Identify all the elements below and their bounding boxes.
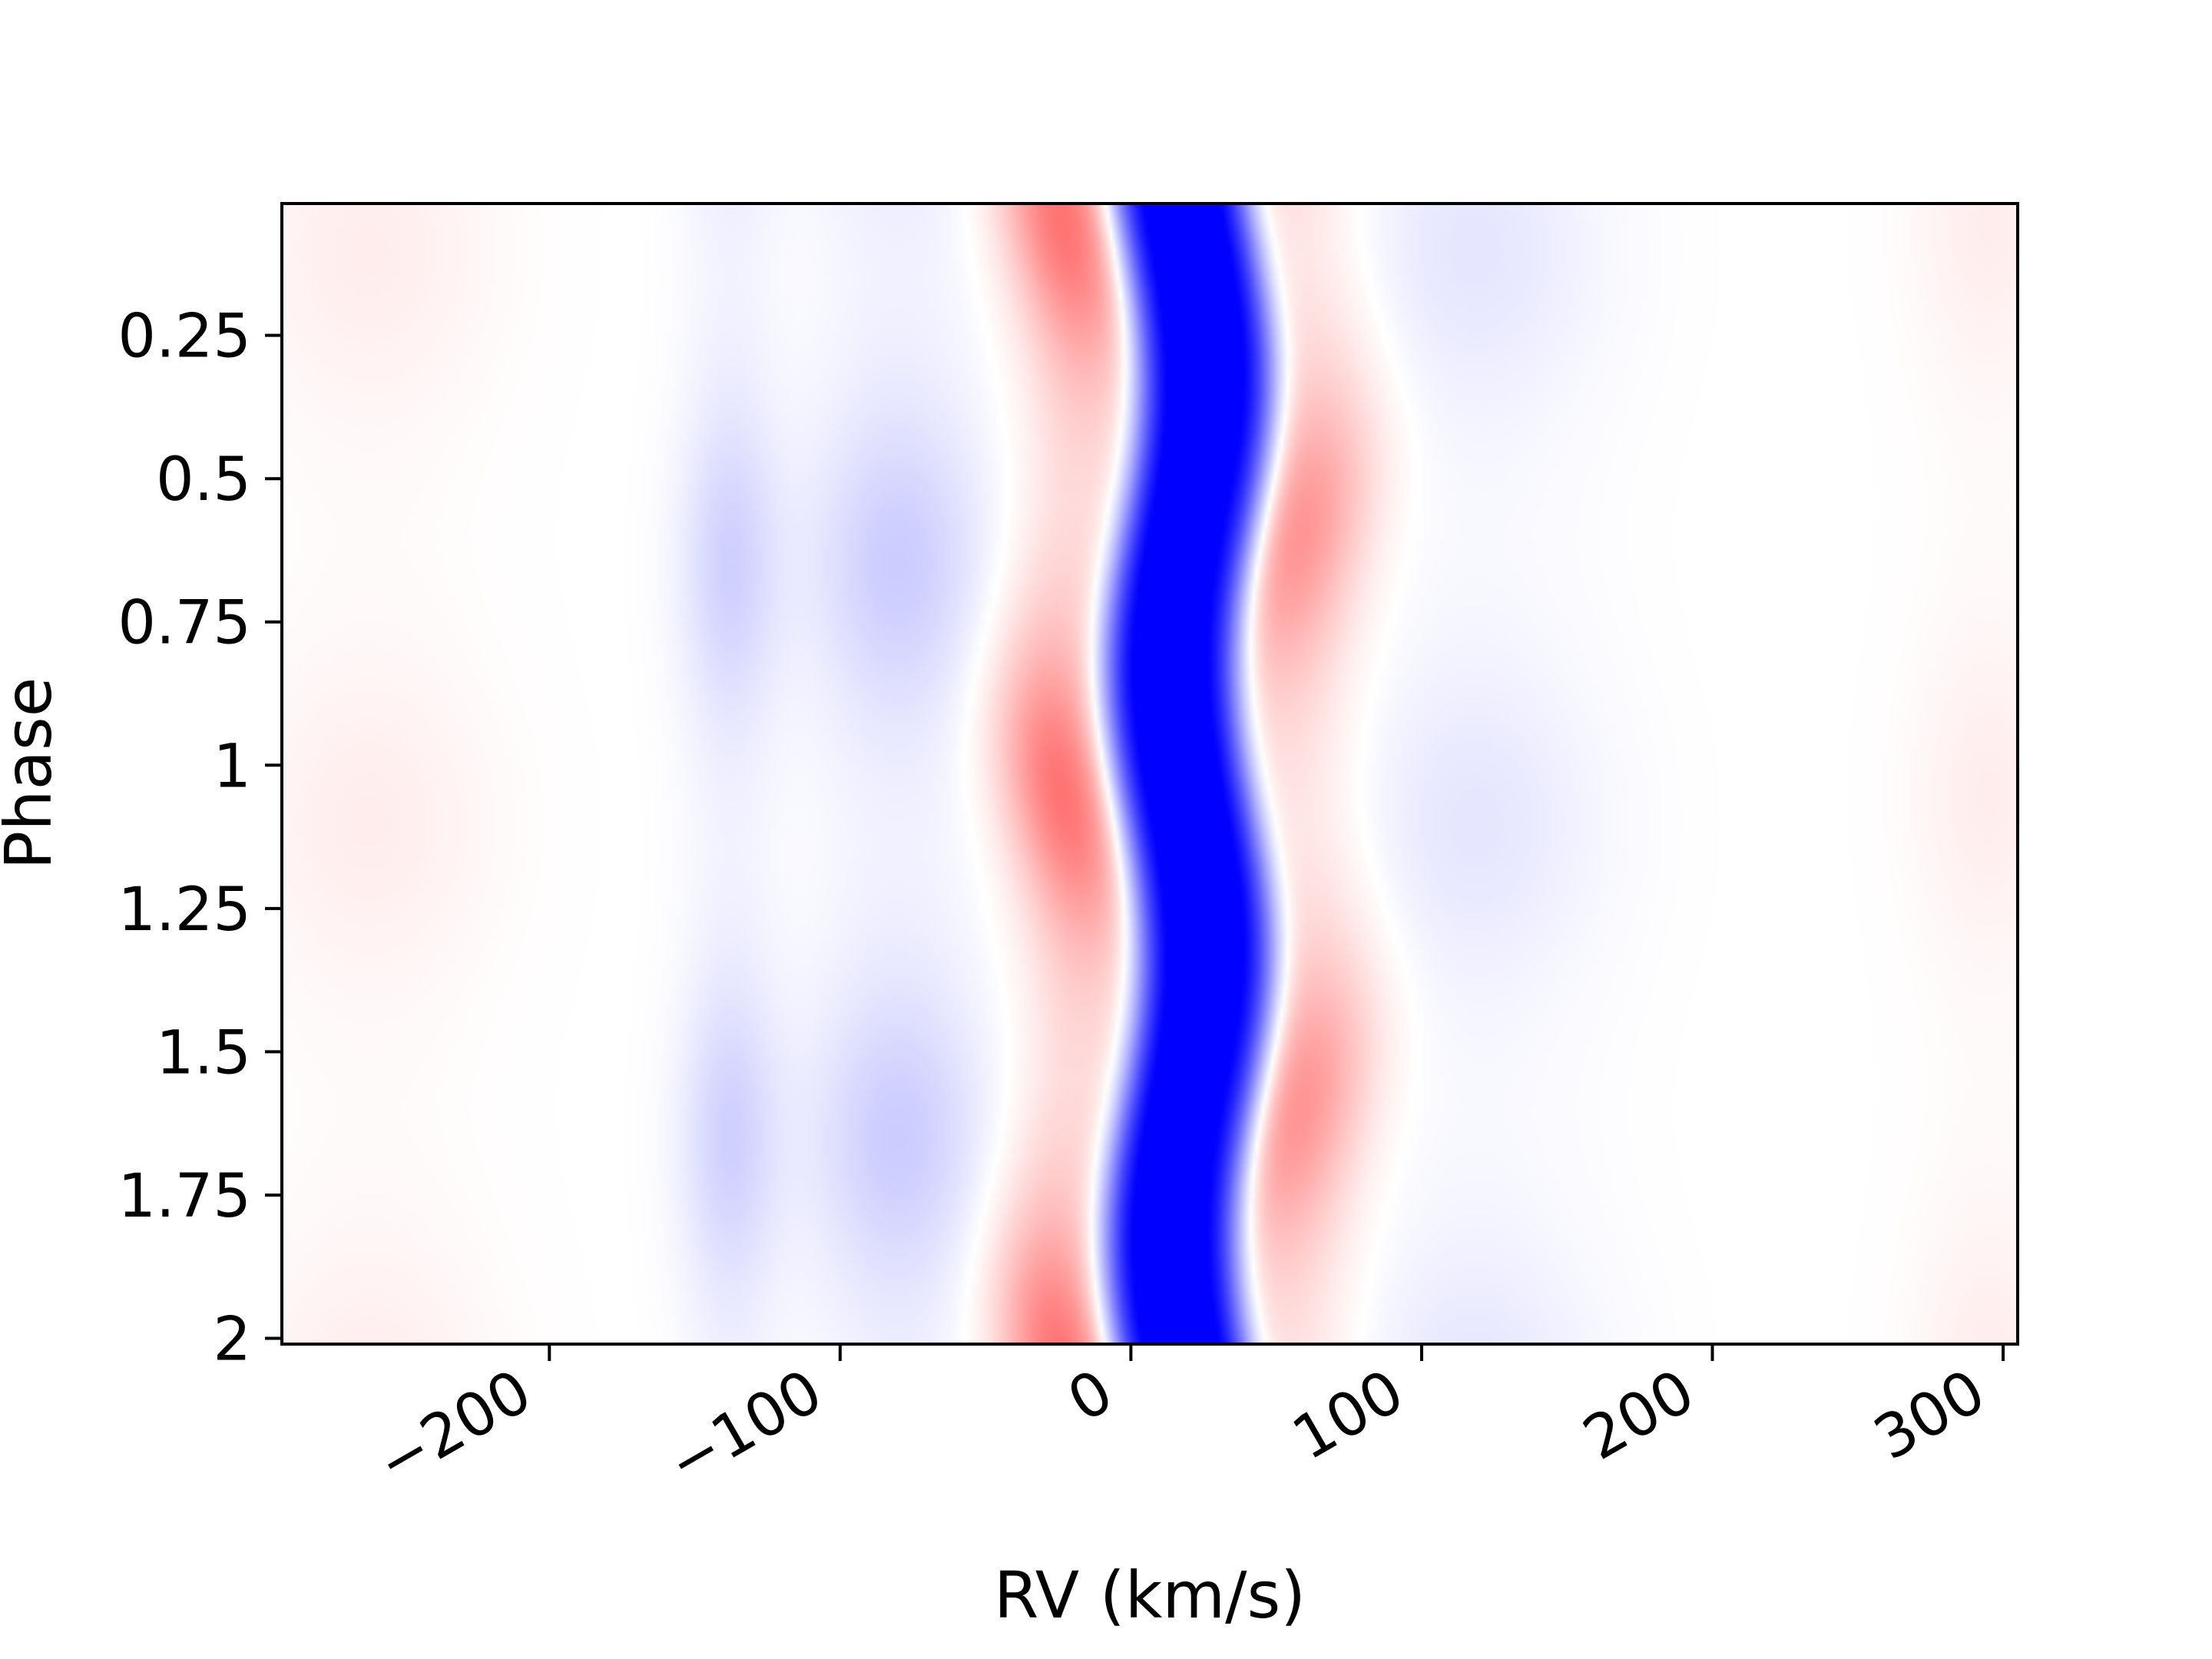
heatmap-image: [282, 204, 2018, 1344]
y-tick-label: 0.25: [118, 303, 251, 372]
plot-area: [282, 204, 2018, 1344]
y-tick-label: 1.75: [118, 1162, 251, 1231]
y-tick-label: 1.5: [156, 1018, 251, 1088]
plot-frame: [280, 202, 2019, 1346]
y-axis-ticks: 0.25 0.5 0.75 1 1.25 1.5 1.75 2: [118, 303, 282, 1375]
y-tick-label: 1: [213, 732, 251, 801]
y-axis-label: Phase: [0, 677, 66, 870]
y-tick-label: 0.75: [118, 589, 251, 658]
x-axis-label: RV (km/s): [994, 1558, 1306, 1633]
y-tick-label: 2: [213, 1306, 251, 1375]
y-tick-label: 0.5: [156, 445, 251, 515]
y-tick-label: 1.25: [118, 876, 251, 945]
